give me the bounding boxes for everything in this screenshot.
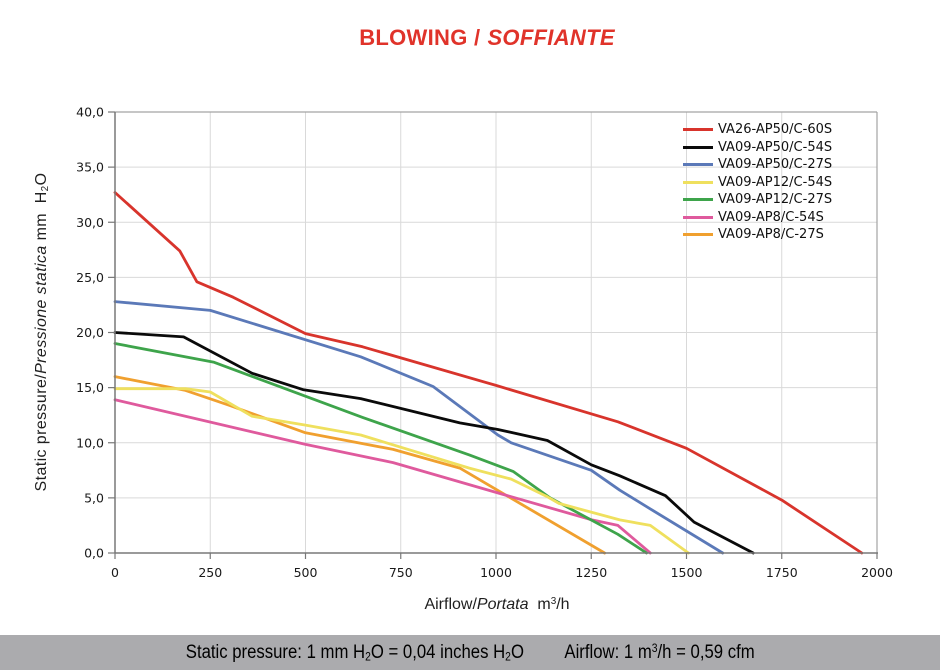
legend-label: VA09-AP12/C-54S bbox=[718, 174, 833, 190]
x-tick-label: 500 bbox=[294, 565, 318, 580]
legend-swatch bbox=[683, 233, 713, 237]
legend-label: VA09-AP50/C-27S bbox=[718, 157, 833, 173]
curve-va09-ap12/c-54s bbox=[113, 387, 690, 555]
legend-swatch bbox=[683, 180, 713, 184]
x-tick-label: 1750 bbox=[766, 565, 798, 580]
y-tick-label: 35,0 bbox=[76, 160, 104, 175]
curve-va09-ap50/c-27s bbox=[113, 300, 725, 555]
legend-swatch bbox=[683, 198, 713, 202]
x-tick-label: 2000 bbox=[861, 565, 893, 580]
y-axis-title: Static pressure/Pressione statica mm H2O bbox=[33, 102, 55, 562]
curve-va09-ap8/c-54s bbox=[113, 398, 652, 555]
x-tick-label: 1500 bbox=[671, 565, 703, 580]
legend-label: VA26-AP50/C-60S bbox=[718, 122, 833, 138]
chart-title-en: BLOWING / bbox=[359, 25, 481, 50]
curve-va09-ap8/c-27s bbox=[113, 375, 606, 555]
legend-label: VA09-AP12/C-27S bbox=[718, 192, 833, 208]
x-axis-title-en: Airflow/ bbox=[424, 596, 477, 613]
legend-swatch bbox=[683, 145, 713, 149]
y-tick-label: 5,0 bbox=[84, 490, 104, 505]
y-tick-label: 15,0 bbox=[76, 380, 104, 395]
y-axis-title-it: Pressione statica bbox=[33, 245, 50, 374]
footer-bar: Static pressure: 1 mm H2O = 0,04 inches … bbox=[0, 635, 940, 670]
x-axis-title: Airflow/Portata m3/h bbox=[0, 596, 940, 614]
y-tick-label: 30,0 bbox=[76, 215, 104, 230]
x-tick-label: 1000 bbox=[480, 565, 512, 580]
legend-item: VA26-AP50/C-60S bbox=[683, 121, 832, 139]
chart-plot-area: 0 250 500 750 1000 1250 1500 1750 2000 0,0 5,0 10,0… bbox=[76, 105, 893, 581]
curve-va09-ap50/c-54s bbox=[113, 331, 755, 555]
y-tick-label: 25,0 bbox=[76, 270, 104, 285]
x-tick-label: 1250 bbox=[575, 565, 607, 580]
legend-item: VA09-AP8/C-54S bbox=[683, 209, 832, 227]
legend-item: VA09-AP12/C-54S bbox=[683, 174, 832, 192]
legend-swatch bbox=[683, 163, 713, 167]
y-axis-title-en: Static pressure/ bbox=[33, 373, 50, 492]
curve-va26-ap50/c-60s bbox=[113, 191, 864, 555]
legend-swatch bbox=[683, 128, 713, 132]
footer-pressure-note: Static pressure: 1 mm H2O = 0,04 inches … bbox=[185, 641, 524, 663]
legend-item: VA09-AP50/C-27S bbox=[683, 156, 832, 174]
x-axis-title-unit: m3/h bbox=[528, 596, 570, 613]
y-tick-label: 10,0 bbox=[76, 435, 104, 450]
curve-va09-ap12/c-27s bbox=[113, 342, 648, 555]
legend-item: VA09-AP8/C-27S bbox=[683, 226, 832, 244]
y-axis-title-unit: mm H2O bbox=[33, 172, 51, 246]
legend-label: VA09-AP8/C-54S bbox=[718, 209, 824, 225]
y-tick-label: 0,0 bbox=[84, 546, 104, 561]
chart-title-it: SOFFIANTE bbox=[487, 25, 615, 50]
x-tick-label: 250 bbox=[198, 565, 222, 580]
legend-item: VA09-AP12/C-27S bbox=[683, 191, 832, 209]
x-axis-title-it: Portata bbox=[476, 596, 529, 613]
x-tick-label: 0 bbox=[111, 565, 119, 580]
footer-text: Static pressure: 1 mm H2O = 0,04 inches … bbox=[186, 642, 755, 664]
legend-label: VA09-AP8/C-27S bbox=[718, 227, 824, 243]
y-tick-label: 20,0 bbox=[76, 325, 104, 340]
footer-airflow-note: Airflow: 1 m3/h = 0,59 cfm bbox=[564, 641, 755, 663]
legend-label: VA09-AP50/C-54S bbox=[718, 139, 833, 155]
chart-title: BLOWING / SOFFIANTE bbox=[0, 25, 940, 51]
legend: VA26-AP50/C-60S VA09-AP50/C-54S VA09-AP50/… bbox=[683, 121, 832, 244]
x-tick-label: 750 bbox=[389, 565, 413, 580]
legend-swatch bbox=[683, 215, 713, 219]
y-tick-label: 40,0 bbox=[76, 105, 104, 120]
legend-item: VA09-AP50/C-54S bbox=[683, 139, 832, 157]
